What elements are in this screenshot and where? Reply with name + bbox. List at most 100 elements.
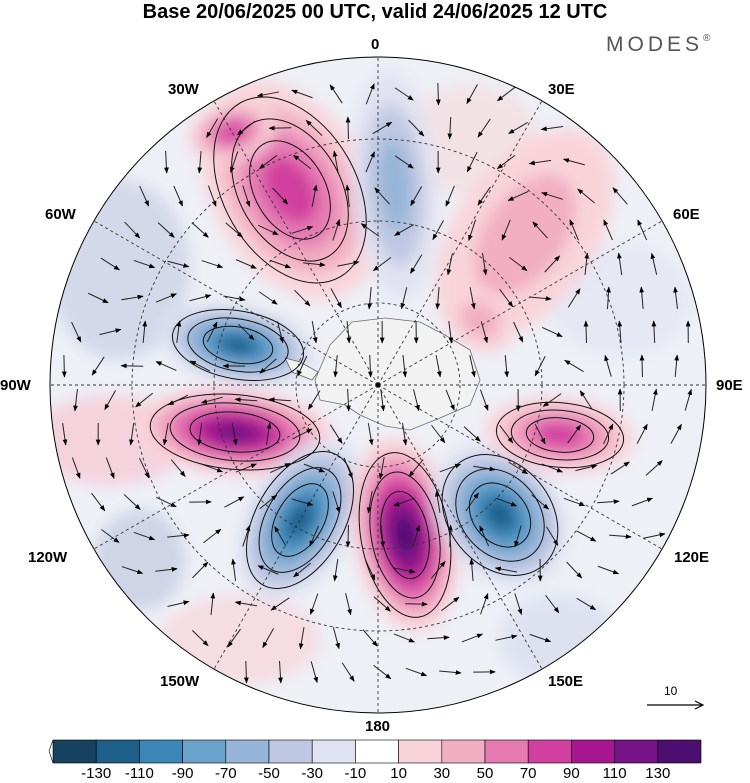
streamline-arrow [576, 530, 597, 542]
streamline-arrow [155, 293, 177, 303]
colorbar-tick: -130 [81, 765, 112, 782]
streamline-arrow [469, 558, 475, 582]
streamline-arrow [466, 151, 478, 173]
colorbar-cell [398, 739, 443, 764]
streamline-arrow [310, 593, 319, 615]
streamline-arrow [435, 355, 442, 378]
streamline-arrow [400, 287, 408, 310]
south-pole-marker [375, 382, 381, 388]
streamline-arrow [274, 525, 287, 546]
streamline-arrow [372, 121, 393, 135]
streamline-arrow [360, 223, 380, 237]
streamline-arrow [643, 532, 666, 539]
contour-line [510, 409, 610, 461]
streamline-arrow [631, 497, 654, 507]
streamline-arrow [124, 221, 141, 239]
streamline-arrow [73, 389, 78, 412]
streamline-arrow [223, 295, 246, 302]
streamline-arrow [405, 667, 428, 677]
streamline-arrow [292, 428, 313, 440]
contour-line [171, 309, 305, 381]
streamline-arrow [307, 390, 321, 410]
contour-line [187, 317, 289, 373]
streamline-arrow [191, 629, 209, 647]
streamline-arrow [410, 186, 423, 207]
streamline-arrow [402, 423, 408, 446]
streamline-arrow [514, 593, 523, 616]
brand-registered-mark: ® [703, 33, 711, 44]
streamline-arrow [167, 260, 190, 268]
lon-label-120w: 120W [28, 549, 68, 566]
meridian-line [377, 220, 663, 386]
streamline-arrow [569, 219, 579, 241]
streamline-arrow [155, 361, 177, 371]
streamline-arrow [62, 423, 68, 446]
streamline-arrow [494, 566, 518, 573]
streamline-arrow [235, 463, 257, 473]
streamline-arrow [231, 558, 237, 581]
streamline-arrow [272, 187, 289, 205]
chart-title: Base 20/06/2025 00 UTC, valid 24/06/2025… [142, 1, 608, 23]
streamline-arrow [482, 253, 488, 276]
colorbar-cell [225, 739, 270, 764]
streamline-arrow [294, 289, 311, 307]
colorbar-tick: 50 [476, 765, 494, 782]
streamline-arrow [123, 494, 141, 510]
streamline-arrow [479, 525, 490, 547]
streamline-arrow [380, 389, 386, 412]
streamline-arrow [534, 355, 546, 377]
streamline-arrow [368, 354, 373, 378]
streamline-arrow [291, 89, 313, 99]
streamline-arrow [597, 565, 620, 575]
streamline-arrow [291, 226, 314, 234]
streamline-arrow [345, 593, 352, 616]
streamline-arrow [469, 287, 476, 310]
anomaly-shading [50, 70, 690, 685]
streamline-arrow [135, 392, 154, 408]
streamline-arrow [224, 496, 245, 508]
streamline-arrow [234, 397, 258, 403]
streamline-arrow [583, 320, 589, 344]
lon-label-60w: 60W [45, 206, 76, 223]
streamline-arrow [509, 256, 528, 272]
streamline-arrow [609, 534, 632, 539]
streamline-arrow [495, 634, 518, 641]
colorbar-end [48, 739, 54, 764]
streamline-arrow [445, 389, 455, 411]
streamline-arrow [189, 294, 212, 302]
streamline-arrow [575, 464, 598, 472]
streamline-arrow [393, 497, 415, 507]
streamline-arrow [435, 286, 441, 310]
streamline-arrow [463, 426, 481, 442]
streamline-arrow [435, 82, 441, 106]
colorbar-tick: 30 [433, 765, 451, 782]
streamline-arrow [298, 627, 305, 650]
anomaly-center-45e [459, 301, 501, 339]
anomaly-center-150w [287, 503, 313, 537]
streamline-arrow [448, 321, 454, 344]
contour-line [525, 417, 595, 453]
streamline-arrow [234, 600, 258, 607]
antarctica-coast [314, 317, 481, 431]
streamline-arrow [235, 259, 257, 269]
streamline-arrow [373, 596, 391, 612]
streamline-arrow [142, 320, 148, 343]
lon-label-90e: 90E [716, 377, 743, 394]
streamline-arrow [439, 670, 462, 675]
streamline-arrow [167, 533, 190, 538]
brand-name: MODES [606, 33, 704, 56]
streamline-arrow [434, 490, 441, 513]
streamline-arrow [362, 629, 378, 647]
streamline-arrow [566, 561, 583, 579]
streamline-arrow [162, 423, 169, 446]
streamline-arrow [305, 119, 323, 136]
streamline-arrow [446, 253, 453, 276]
contour-line [249, 140, 331, 240]
streamline-arrow [469, 355, 476, 378]
streamline-arrow [650, 252, 658, 275]
streamline-arrow [639, 286, 645, 310]
wind-streamlines [61, 82, 693, 684]
streamline-arrow [365, 83, 375, 105]
contour-line [495, 401, 625, 469]
streamline-arrow [157, 222, 175, 238]
